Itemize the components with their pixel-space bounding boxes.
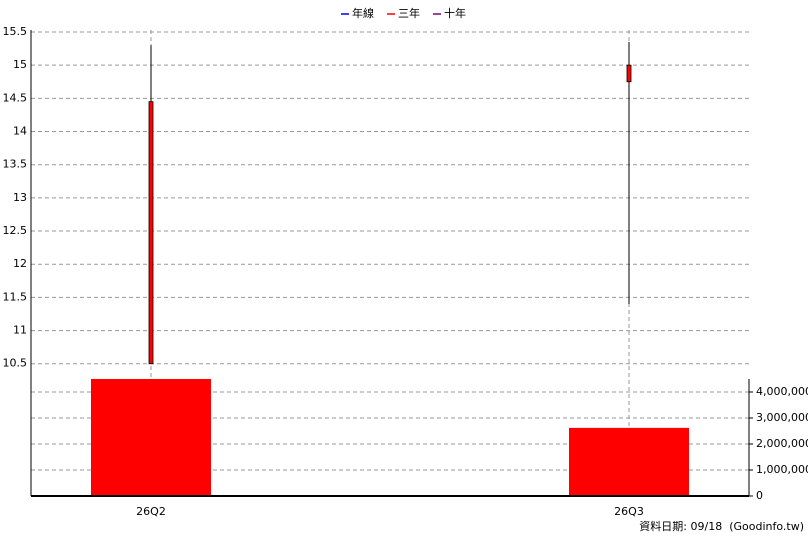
y-tick-label: 13.5 xyxy=(3,158,28,171)
legend-label: 年線 xyxy=(352,6,374,20)
y2-tick-label: 0 xyxy=(756,489,763,502)
y-tick-label: 14.5 xyxy=(3,91,28,104)
y2-tick-label: 3,000,000 xyxy=(756,411,808,424)
x-tick-label: 26Q3 xyxy=(614,505,644,518)
y-tick-label: 12 xyxy=(13,257,27,270)
y-tick-label: 13 xyxy=(13,191,27,204)
y-tick-label: 11.5 xyxy=(3,290,28,303)
candle-body xyxy=(626,64,632,83)
y2-tick-label: 4,000,000 xyxy=(756,385,808,398)
y-tick-label: 15 xyxy=(13,58,27,71)
y2-tick-label: 1,000,000 xyxy=(756,463,808,476)
y-tick-label: 12.5 xyxy=(3,224,28,237)
legend-label: 十年 xyxy=(444,6,466,20)
volume-bar xyxy=(569,427,689,496)
x-tick-label: 26Q2 xyxy=(136,505,166,518)
volume-bar xyxy=(91,379,211,496)
y-tick-label: 11 xyxy=(13,324,27,337)
legend-label: 三年 xyxy=(398,6,420,20)
y2-tick-label: 2,000,000 xyxy=(756,437,808,450)
y-tick-label: 15.5 xyxy=(3,25,28,38)
footer: 資料日期: 09/18 (Goodinfo.tw) xyxy=(639,519,804,533)
candle-body xyxy=(148,101,154,365)
y-tick-label: 10.5 xyxy=(3,357,28,370)
y-tick-label: 14 xyxy=(13,125,27,138)
